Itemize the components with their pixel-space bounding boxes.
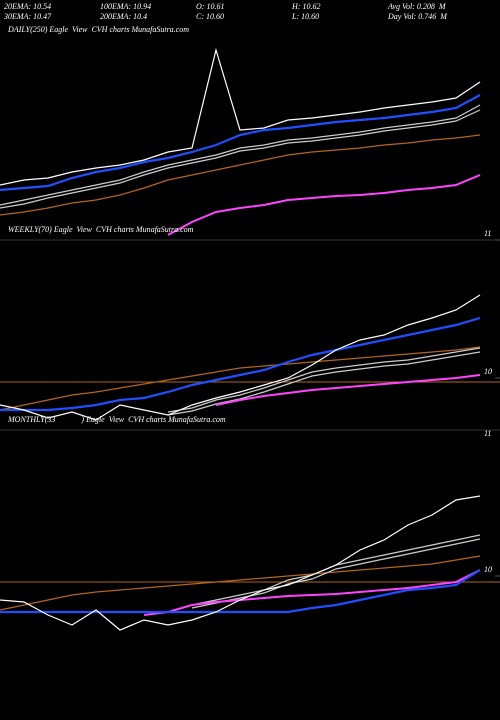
stat: 200EMA: 10.4 (100, 12, 148, 21)
y-tick-label: 10 (484, 565, 492, 574)
series-line (0, 316, 481, 412)
stat: Day Vol: 0.746 M (388, 12, 447, 21)
stat: 100EMA: 10.94 (100, 2, 152, 11)
header: 20EMA: 10.54 100EMA: 10.94 O: 10.61 H: 1… (4, 2, 494, 22)
stat: 30EMA: 10.47 (4, 12, 52, 21)
series-line (0, 94, 481, 192)
series-line (0, 294, 481, 421)
series-line (167, 347, 481, 413)
series-line (167, 174, 481, 236)
header-row: 20EMA: 10.54 100EMA: 10.94 O: 10.61 H: 1… (4, 2, 494, 12)
series-line (0, 109, 481, 209)
series-line (0, 569, 481, 614)
series-line (0, 346, 481, 411)
header-row: 30EMA: 10.47 200EMA: 10.4 C: 10.60 L: 10… (4, 12, 494, 22)
series-line (191, 538, 481, 609)
stat: C: 10.60 (196, 12, 224, 21)
y-tick-label: 11 (484, 229, 491, 238)
stat: O: 10.61 (196, 2, 225, 11)
series-line (143, 569, 481, 616)
stat: Avg Vol: 0.208 M (388, 2, 446, 11)
series-line (0, 495, 481, 631)
panel-title: MONTHLY(33 ) Eagle View CVH charts Munaf… (7, 415, 226, 424)
corner-label: 11 (484, 429, 491, 438)
series-line (215, 374, 481, 406)
series-line (0, 47, 481, 186)
stat: 20EMA: 10.54 (4, 2, 52, 11)
y-tick-label: 10 (484, 367, 492, 376)
series-line (0, 555, 481, 611)
stat: H: 10.62 (292, 2, 321, 11)
panel-title: WEEKLY(70) Eagle View CVH charts MunafaS… (8, 225, 194, 234)
panel-title: DAILY(250) Eagle View CVH charts MunafaS… (7, 25, 189, 34)
series-line (0, 134, 481, 216)
series-line (0, 104, 481, 206)
stat: L: 10.60 (292, 12, 320, 21)
